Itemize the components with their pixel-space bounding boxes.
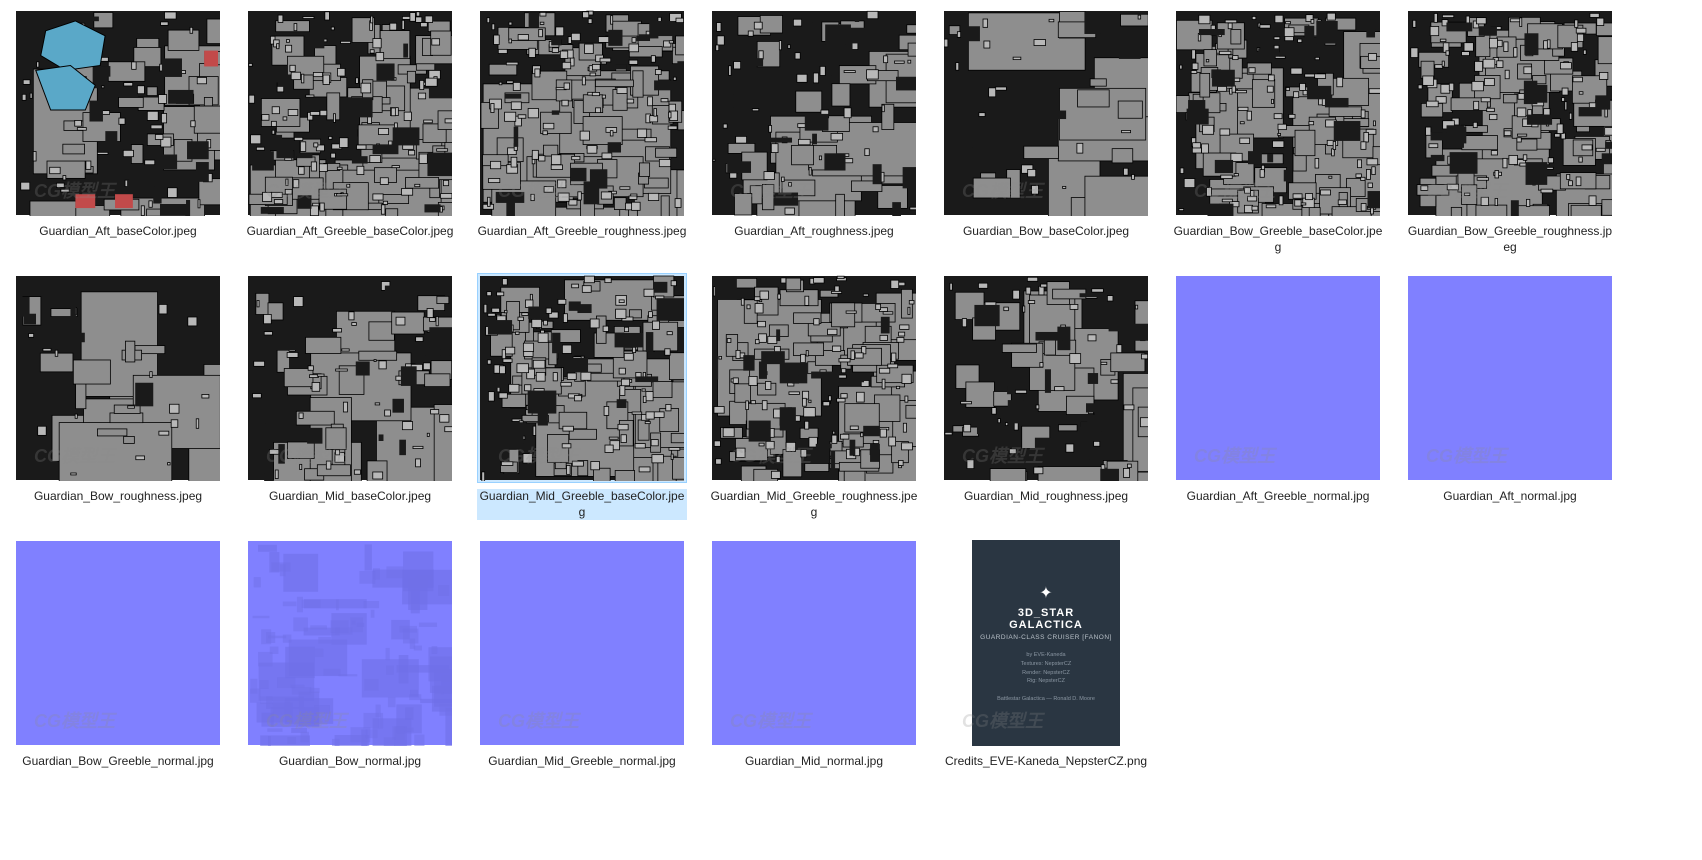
file-label: Guardian_Bow_Greeble_roughness.jpeg [1405, 224, 1615, 255]
thumbnail[interactable]: CG模型王 [13, 273, 223, 483]
file-label: Guardian_Aft_Greeble_baseColor.jpeg [247, 224, 454, 240]
file-label: Guardian_Mid_normal.jpg [745, 754, 883, 770]
file-label: Guardian_Mid_Greeble_roughness.jpeg [709, 489, 919, 520]
thumbnail[interactable]: CG模型王 [477, 273, 687, 483]
thumbnail[interactable]: CG模型王 [941, 273, 1151, 483]
file-label: Guardian_Aft_roughness.jpeg [734, 224, 893, 240]
thumbnail[interactable]: CG模型王 [1405, 8, 1615, 218]
file-item[interactable]: CG模型王 Guardian_Bow_roughness.jpeg [8, 273, 228, 520]
file-item[interactable]: CG模型王 Guardian_Mid_roughness.jpeg [936, 273, 1156, 520]
credits-title: 3D_STARGALACTICA [1009, 607, 1083, 631]
file-item[interactable]: CG模型王 Guardian_Mid_Greeble_normal.jpg [472, 538, 692, 770]
file-label: Credits_EVE-Kaneda_NepsterCZ.png [945, 754, 1147, 770]
file-label: Guardian_Bow_Greeble_normal.jpg [22, 754, 213, 770]
thumbnail[interactable]: CG模型王 [1405, 273, 1615, 483]
file-item[interactable]: ✦ 3D_STARGALACTICA GUARDIAN-CLASS CRUISE… [936, 538, 1156, 770]
file-label: Guardian_Mid_Greeble_baseColor.jpeg [477, 489, 687, 520]
file-label: Guardian_Aft_Greeble_roughness.jpeg [478, 224, 687, 240]
file-label: Guardian_Bow_normal.jpg [279, 754, 421, 770]
file-label: Guardian_Bow_roughness.jpeg [34, 489, 202, 505]
thumbnail[interactable]: CG模型王 [709, 538, 919, 748]
thumbnail[interactable]: CG模型王 [477, 8, 687, 218]
thumbnail[interactable]: CG模型王 [477, 538, 687, 748]
file-label: Guardian_Aft_normal.jpg [1443, 489, 1576, 505]
file-item[interactable]: CG模型王 Guardian_Bow_Greeble_normal.jpg [8, 538, 228, 770]
file-item[interactable]: CG模型王 Guardian_Bow_normal.jpg [240, 538, 460, 770]
file-label: Guardian_Mid_baseColor.jpeg [269, 489, 431, 505]
thumbnail[interactable]: ✦ 3D_STARGALACTICA GUARDIAN-CLASS CRUISE… [941, 538, 1151, 748]
thumbnail[interactable]: CG模型王 [245, 273, 455, 483]
file-item[interactable]: CG模型王 Guardian_Bow_Greeble_baseColor.jpeg [1168, 8, 1388, 255]
file-label: Guardian_Mid_Greeble_normal.jpg [488, 754, 675, 770]
file-item[interactable]: CG模型王 Guardian_Bow_baseColor.jpeg [936, 8, 1156, 255]
thumbnail[interactable]: CG模型王 [1173, 8, 1383, 218]
thumbnail[interactable]: CG模型王 [13, 8, 223, 218]
file-item[interactable]: CG模型王 Guardian_Aft_roughness.jpeg [704, 8, 924, 255]
file-item[interactable]: CG模型王 Guardian_Mid_normal.jpg [704, 538, 924, 770]
file-item[interactable]: CG模型王 Guardian_Bow_Greeble_roughness.jpeg [1400, 8, 1620, 255]
thumbnail[interactable]: CG模型王 [1173, 273, 1383, 483]
file-label: Guardian_Bow_Greeble_baseColor.jpeg [1173, 224, 1383, 255]
file-item[interactable]: CG模型王 Guardian_Mid_Greeble_baseColor.jpeg [472, 273, 692, 520]
file-label: Guardian_Aft_Greeble_normal.jpg [1187, 489, 1370, 505]
thumbnail-grid: CG模型王 Guardian_Aft_baseColor.jpeg CG模型王 Gua… [8, 8, 1694, 770]
file-item[interactable]: CG模型王 Guardian_Aft_Greeble_baseColor.jpeg [240, 8, 460, 255]
thumbnail[interactable]: CG模型王 [709, 273, 919, 483]
thumbnail[interactable]: CG模型王 [941, 8, 1151, 218]
credits-meta: by EVE-KanedaTextures: NepsterCZRender: … [997, 651, 1095, 704]
credits-card: ✦ 3D_STARGALACTICA GUARDIAN-CLASS CRUISE… [972, 540, 1120, 746]
file-item[interactable]: CG模型王 Guardian_Aft_normal.jpg [1400, 273, 1620, 520]
thumbnail[interactable]: CG模型王 [245, 538, 455, 748]
file-label: Guardian_Bow_baseColor.jpeg [963, 224, 1129, 240]
file-item[interactable]: CG模型王 Guardian_Aft_Greeble_roughness.jpeg [472, 8, 692, 255]
file-label: Guardian_Aft_baseColor.jpeg [39, 224, 196, 240]
file-item[interactable]: CG模型王 Guardian_Aft_Greeble_normal.jpg [1168, 273, 1388, 520]
thumbnail[interactable]: CG模型王 [245, 8, 455, 218]
credits-subtitle: GUARDIAN-CLASS CRUISER [FANON] [980, 634, 1112, 641]
file-item[interactable]: CG模型王 Guardian_Mid_baseColor.jpeg [240, 273, 460, 520]
thumbnail[interactable]: CG模型王 [13, 538, 223, 748]
file-item[interactable]: CG模型王 Guardian_Aft_baseColor.jpeg [8, 8, 228, 255]
credits-logo-icon: ✦ [1039, 583, 1052, 603]
file-item[interactable]: CG模型王 Guardian_Mid_Greeble_roughness.jpeg [704, 273, 924, 520]
file-label: Guardian_Mid_roughness.jpeg [964, 489, 1128, 505]
thumbnail[interactable]: CG模型王 [709, 8, 919, 218]
